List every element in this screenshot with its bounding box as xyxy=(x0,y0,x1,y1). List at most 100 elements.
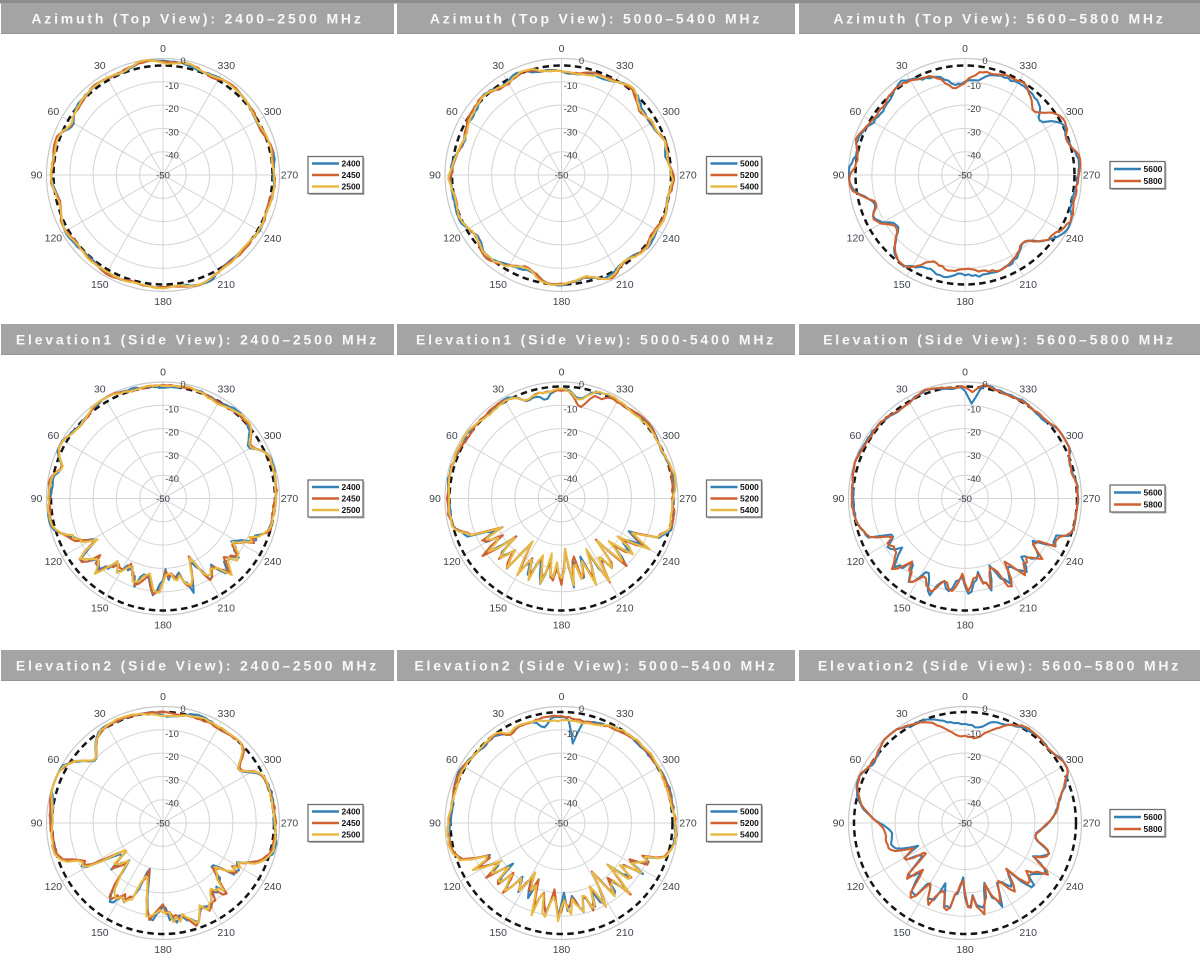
svg-text:300: 300 xyxy=(264,106,282,118)
svg-text:0: 0 xyxy=(982,380,987,391)
svg-text:300: 300 xyxy=(264,754,282,766)
svg-text:-20: -20 xyxy=(165,752,179,763)
svg-text:-40: -40 xyxy=(165,151,179,162)
svg-text:150: 150 xyxy=(893,279,911,291)
svg-text:270: 270 xyxy=(1083,170,1101,182)
svg-text:90: 90 xyxy=(833,818,845,830)
svg-text:5200: 5200 xyxy=(740,818,759,828)
svg-text:0: 0 xyxy=(559,43,565,55)
svg-text:Elevation (Side View): 5600–58: Elevation (Side View): 5600–5800 MHz xyxy=(823,332,1176,348)
svg-text:5000: 5000 xyxy=(740,482,759,492)
svg-text:60: 60 xyxy=(48,106,60,118)
svg-text:150: 150 xyxy=(489,279,507,291)
svg-text:180: 180 xyxy=(956,620,974,632)
svg-text:2400: 2400 xyxy=(342,482,361,492)
svg-text:30: 30 xyxy=(492,60,504,72)
svg-text:270: 270 xyxy=(1083,818,1101,830)
svg-text:0: 0 xyxy=(579,704,584,715)
svg-text:150: 150 xyxy=(91,927,109,939)
svg-text:300: 300 xyxy=(662,106,680,118)
svg-text:210: 210 xyxy=(1019,279,1037,291)
svg-text:-50: -50 xyxy=(555,819,569,830)
svg-text:30: 30 xyxy=(94,708,106,720)
svg-text:270: 270 xyxy=(281,493,299,505)
svg-text:60: 60 xyxy=(48,430,60,442)
svg-text:-30: -30 xyxy=(967,451,981,462)
svg-text:-20: -20 xyxy=(564,428,578,439)
svg-text:2500: 2500 xyxy=(342,182,361,192)
svg-text:Azimuth (Top View): 5000–5400: Azimuth (Top View): 5000–5400 MHz xyxy=(430,11,762,27)
svg-text:180: 180 xyxy=(553,620,571,632)
svg-text:-30: -30 xyxy=(564,775,578,786)
svg-text:270: 270 xyxy=(679,818,697,830)
svg-text:180: 180 xyxy=(553,944,571,956)
svg-text:180: 180 xyxy=(154,944,172,956)
svg-text:5000: 5000 xyxy=(740,807,759,817)
svg-text:270: 270 xyxy=(281,170,299,182)
svg-text:-10: -10 xyxy=(165,81,179,92)
svg-text:-20: -20 xyxy=(564,752,578,763)
svg-text:60: 60 xyxy=(48,754,60,766)
svg-text:270: 270 xyxy=(679,170,697,182)
svg-text:60: 60 xyxy=(446,754,458,766)
svg-text:-10: -10 xyxy=(564,81,578,92)
svg-text:2400: 2400 xyxy=(342,159,361,169)
svg-text:330: 330 xyxy=(1019,708,1037,720)
svg-text:120: 120 xyxy=(45,556,63,568)
svg-text:270: 270 xyxy=(281,818,299,830)
svg-text:330: 330 xyxy=(616,708,634,720)
svg-text:5800: 5800 xyxy=(1144,824,1163,834)
svg-text:0: 0 xyxy=(160,691,166,703)
svg-text:-20: -20 xyxy=(967,104,981,115)
svg-text:60: 60 xyxy=(446,430,458,442)
svg-text:-50: -50 xyxy=(958,819,972,830)
svg-text:0: 0 xyxy=(180,380,185,391)
svg-text:60: 60 xyxy=(850,430,862,442)
svg-text:210: 210 xyxy=(1019,927,1037,939)
svg-text:120: 120 xyxy=(443,556,461,568)
svg-text:120: 120 xyxy=(847,233,865,245)
svg-text:330: 330 xyxy=(616,60,634,72)
svg-text:5600: 5600 xyxy=(1144,812,1163,822)
svg-text:-50: -50 xyxy=(156,819,170,830)
svg-text:5200: 5200 xyxy=(740,494,759,504)
svg-text:-30: -30 xyxy=(165,127,179,138)
svg-text:300: 300 xyxy=(1066,106,1084,118)
svg-text:30: 30 xyxy=(492,708,504,720)
svg-text:180: 180 xyxy=(154,296,172,308)
svg-text:30: 30 xyxy=(896,383,908,395)
svg-text:210: 210 xyxy=(616,279,634,291)
svg-text:0: 0 xyxy=(579,56,584,67)
svg-text:90: 90 xyxy=(31,818,43,830)
svg-text:0: 0 xyxy=(559,691,565,703)
svg-text:5600: 5600 xyxy=(1144,164,1163,174)
svg-text:5800: 5800 xyxy=(1144,500,1163,510)
svg-text:-50: -50 xyxy=(156,494,170,505)
svg-text:0: 0 xyxy=(962,43,968,55)
svg-text:2500: 2500 xyxy=(342,505,361,515)
svg-text:240: 240 xyxy=(264,556,282,568)
svg-text:2450: 2450 xyxy=(342,818,361,828)
svg-text:Elevation1 (Side View): 5000-5: Elevation1 (Side View): 5000-5400 MHz xyxy=(416,332,776,348)
svg-text:90: 90 xyxy=(833,493,845,505)
svg-text:90: 90 xyxy=(833,170,845,182)
svg-text:90: 90 xyxy=(31,493,43,505)
svg-text:Azimuth (Top View): 2400–2500: Azimuth (Top View): 2400–2500 MHz xyxy=(31,11,363,27)
svg-text:2450: 2450 xyxy=(342,494,361,504)
svg-text:5400: 5400 xyxy=(740,182,759,192)
svg-text:300: 300 xyxy=(662,430,680,442)
svg-text:240: 240 xyxy=(1066,881,1084,893)
svg-text:0: 0 xyxy=(160,43,166,55)
svg-text:150: 150 xyxy=(489,603,507,615)
svg-text:270: 270 xyxy=(679,493,697,505)
svg-text:120: 120 xyxy=(847,556,865,568)
svg-text:300: 300 xyxy=(264,430,282,442)
svg-text:30: 30 xyxy=(94,383,106,395)
svg-text:180: 180 xyxy=(956,944,974,956)
svg-text:150: 150 xyxy=(91,279,109,291)
svg-text:5400: 5400 xyxy=(740,505,759,515)
svg-text:Elevation1 (Side View): 2400–2: Elevation1 (Side View): 2400–2500 MHz xyxy=(16,332,379,348)
svg-text:-10: -10 xyxy=(967,404,981,415)
svg-text:2500: 2500 xyxy=(342,830,361,840)
svg-text:120: 120 xyxy=(847,881,865,893)
